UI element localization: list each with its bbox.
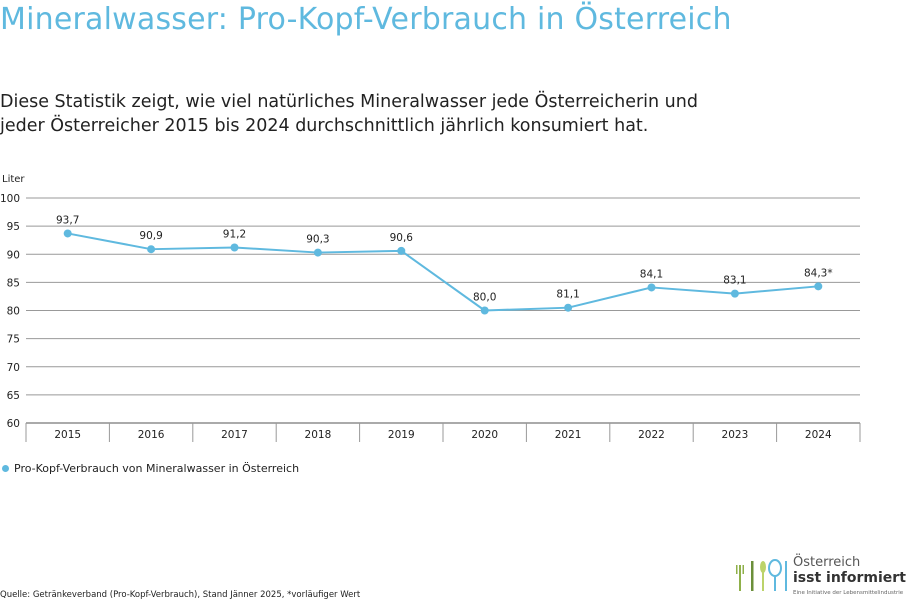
x-tick-label: 2021 — [555, 429, 582, 441]
y-tick-label: 65 — [7, 390, 20, 402]
data-label: 90,6 — [390, 232, 414, 244]
y-tick-label: 80 — [7, 306, 20, 318]
data-label: 84,1 — [640, 268, 663, 280]
x-tick-label: 2019 — [388, 429, 415, 441]
data-point — [647, 283, 656, 292]
y-axis-label: Liter — [2, 174, 25, 185]
data-label: 93,7 — [56, 214, 79, 226]
x-tick-label: 2020 — [471, 429, 498, 441]
chart-title: Mineralwasser: Pro-Kopf-Verbrauch in Öst… — [0, 2, 732, 37]
data-label: 80,0 — [473, 292, 496, 304]
logo-text-country: Österreich — [793, 555, 861, 570]
data-point — [63, 229, 72, 238]
y-tick-label: 85 — [7, 277, 20, 289]
legend-label: Pro-Kopf-Verbrauch von Mineralwasser in … — [14, 462, 300, 475]
x-tick-label: 2015 — [54, 429, 81, 441]
data-point — [230, 243, 239, 252]
x-tick-label: 2024 — [805, 429, 832, 441]
data-point — [313, 248, 322, 257]
logo-text-tagline: Eine Initiative der Lebensmittelindustri… — [793, 590, 904, 596]
x-tick-label: 2022 — [638, 429, 665, 441]
y-tick-label: 90 — [7, 249, 20, 261]
data-point — [480, 306, 489, 315]
data-point — [730, 289, 739, 298]
data-label: 91,2 — [223, 229, 246, 241]
y-tick-label: 70 — [7, 362, 20, 374]
data-point — [397, 246, 406, 255]
source-note: Quelle: Getränkeverband (Pro-Kopf-Verbra… — [0, 590, 361, 600]
x-tick-label: 2023 — [722, 429, 749, 441]
logo-text-brand: isst informiert — [793, 570, 906, 586]
chart-subtitle: Diese Statistik zeigt, wie viel natürlic… — [0, 92, 698, 136]
y-tick-label: 100 — [0, 193, 20, 205]
x-tick-label: 2016 — [138, 429, 165, 441]
data-label: 81,1 — [556, 289, 579, 301]
x-tick-label: 2017 — [221, 429, 248, 441]
logo: Österreich isst informiert Eine Initiati… — [735, 555, 907, 601]
chart-legend: Pro-Kopf-Verbrauch von Mineralwasser in … — [2, 462, 299, 475]
data-point — [564, 303, 573, 312]
x-tick-label: 2018 — [305, 429, 332, 441]
cutlery-icon — [736, 559, 787, 591]
line-chart: Liter 60 65 70 75 80 85 90 95 100 2015 2016 2017 2018… — [0, 174, 861, 442]
data-label: 90,9 — [139, 230, 162, 242]
data-label: 84,3* — [804, 267, 833, 279]
data-label: 83,1 — [723, 275, 746, 287]
data-label: 90,3 — [306, 234, 329, 246]
data-point — [147, 245, 156, 254]
series-line — [67, 232, 819, 312]
legend-marker — [2, 465, 9, 472]
data-point — [814, 282, 823, 291]
y-tick-label: 95 — [7, 221, 20, 233]
y-tick-label: 75 — [7, 334, 20, 346]
y-tick-label: 60 — [7, 418, 20, 430]
